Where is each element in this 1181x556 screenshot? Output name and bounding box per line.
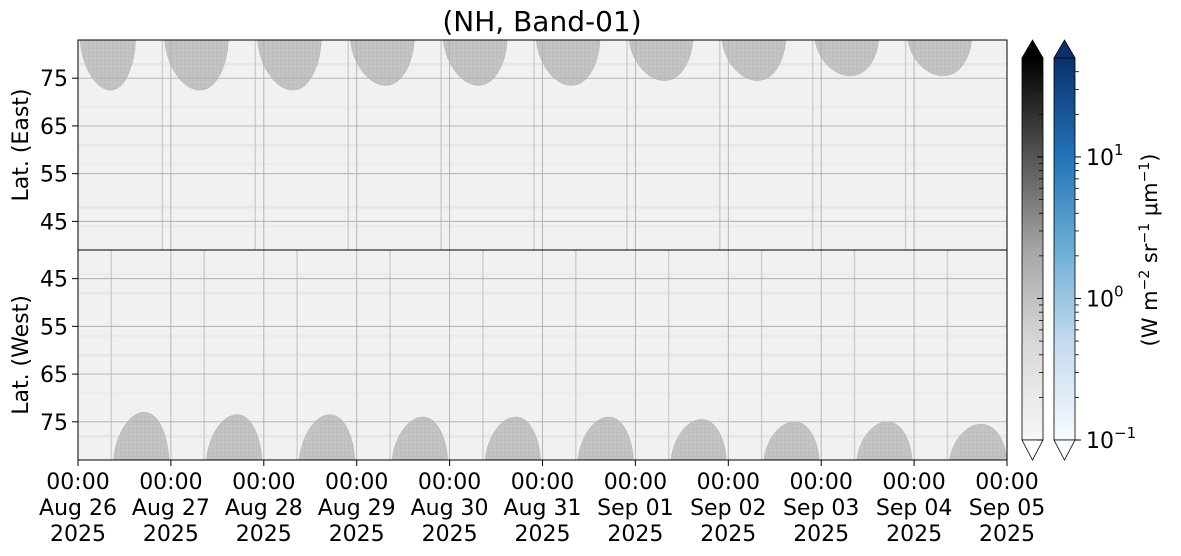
east-ylabel: Lat. (East) xyxy=(9,89,34,202)
x-tick-label: 00:00 xyxy=(325,470,388,495)
swath-east-6 xyxy=(629,40,694,81)
y-tick-label: 75 xyxy=(40,411,68,436)
colorbar-greys-body xyxy=(1021,57,1044,441)
y-tick-label: 65 xyxy=(40,115,68,140)
colorbar-blues-body xyxy=(1053,57,1076,441)
x-tick-label: Sep 04 xyxy=(876,496,952,521)
x-tick-label: Aug 31 xyxy=(504,496,582,521)
swath-east-1 xyxy=(164,40,229,91)
x-tick-label: 2025 xyxy=(886,522,942,547)
colorbar-blues: 10−1 100 101 xyxy=(1037,39,1136,461)
swath-east-8 xyxy=(814,40,879,77)
swath-west-5 xyxy=(577,416,634,460)
swath-west-2 xyxy=(299,414,355,460)
x-tick-label: 00:00 xyxy=(789,470,852,495)
x-tick-label: 00:00 xyxy=(604,470,667,495)
swath-west-4 xyxy=(484,416,541,460)
x-tick-label: Aug 27 xyxy=(132,496,210,521)
colorbar-greys-extend-top xyxy=(1021,39,1044,59)
x-tick-label: Sep 03 xyxy=(783,496,859,521)
swath-west-0 xyxy=(113,411,170,460)
swath-west-6 xyxy=(670,419,727,460)
y-tick-label: 45 xyxy=(40,268,68,293)
colorbar-tick-label: 100 xyxy=(1086,282,1124,312)
x-tick-label: 2025 xyxy=(979,522,1035,547)
swath-east-5 xyxy=(536,40,601,86)
x-tick-label: Sep 02 xyxy=(690,496,766,521)
x-tick-label: Sep 05 xyxy=(969,496,1045,521)
panel-east: 45 55 65 75 Lat. (East) xyxy=(9,39,1008,251)
x-tick-label: 00:00 xyxy=(697,470,760,495)
x-tick-label: 2025 xyxy=(329,522,385,547)
swath-east-7 xyxy=(721,40,786,81)
west-ylabel: Lat. (West) xyxy=(9,295,34,415)
swath-east-3 xyxy=(350,40,415,86)
colorbar-tick-label: 10−1 xyxy=(1086,424,1136,454)
colorbar-greys-extend-bottom xyxy=(1021,439,1044,461)
x-tick-label: 00:00 xyxy=(232,470,295,495)
x-tick-label: 00:00 xyxy=(46,470,109,495)
x-tick-label: Sep 01 xyxy=(597,496,673,521)
swath-east-4 xyxy=(443,40,508,86)
x-tick-label: 2025 xyxy=(515,522,571,547)
x-tick-label: Aug 29 xyxy=(318,496,396,521)
x-tick-label: 2025 xyxy=(50,522,106,547)
colorbar-label: (W m−2 sr−1 μm−1) xyxy=(1137,154,1162,347)
y-tick-label: 75 xyxy=(40,67,68,92)
x-tick-label: Aug 30 xyxy=(411,496,489,521)
x-tick-label: 2025 xyxy=(236,522,292,547)
swath-west-3 xyxy=(392,416,448,460)
colorbar-greys xyxy=(1021,39,1044,461)
colorbar-blues-extend-top xyxy=(1053,39,1076,59)
x-tick-label: 2025 xyxy=(607,522,663,547)
x-tick-label: Aug 26 xyxy=(39,496,117,521)
x-tick-label: 00:00 xyxy=(975,470,1038,495)
colorbar-blues-extend-bottom xyxy=(1053,439,1076,461)
x-tick-label: 00:00 xyxy=(139,470,202,495)
x-tick-label: 2025 xyxy=(700,522,756,547)
panel-west: 75 65 55 45 Lat. (West) xyxy=(9,249,1008,461)
x-tick-label: 2025 xyxy=(422,522,478,547)
y-tick-label: 65 xyxy=(40,363,68,388)
swath-east-2 xyxy=(257,40,322,91)
swath-west-9 xyxy=(949,423,1007,460)
colorbar-tick-label: 101 xyxy=(1086,141,1124,171)
x-tick-label: Aug 28 xyxy=(225,496,303,521)
y-tick-label: 45 xyxy=(40,210,68,235)
swath-west-1 xyxy=(206,414,263,460)
chart-title: (NH, Band-01) xyxy=(442,5,641,38)
x-tick-label: 00:00 xyxy=(511,470,574,495)
x-tick-label: 2025 xyxy=(143,522,199,547)
swath-east-0 xyxy=(79,40,136,91)
x-tick-label: 00:00 xyxy=(418,470,481,495)
x-tick-label: 2025 xyxy=(793,522,849,547)
swath-east-9 xyxy=(907,40,972,77)
x-tick-label: 00:00 xyxy=(882,470,945,495)
y-tick-label: 55 xyxy=(40,315,68,340)
y-tick-label: 55 xyxy=(40,163,68,188)
